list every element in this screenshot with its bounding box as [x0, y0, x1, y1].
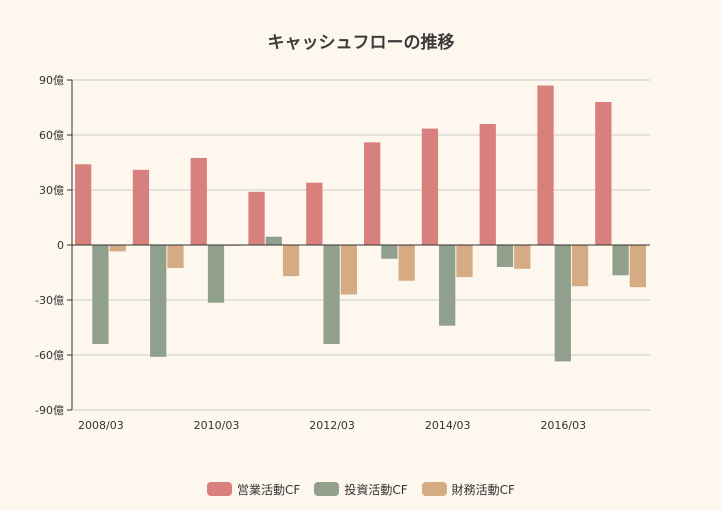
bar-financing[interactable]: 2012/03 財務活動CF: -27 [340, 245, 357, 295]
legend-item-financing[interactable]: 財務活動CF [421, 479, 515, 499]
chart-legend: 営業活動CF 投資活動CF 財務活動CF [0, 479, 722, 499]
bar-financing[interactable]: 2017/03 財務活動CF: -23 [629, 245, 646, 288]
bar-investing[interactable]: 2016/03 投資活動CF: -63.5 [554, 245, 571, 362]
bar-financing[interactable]: 2011/03 財務活動CF: -17 [282, 245, 300, 277]
y-tick-label: 0 [57, 239, 64, 252]
y-tick-label: 60億 [39, 129, 64, 142]
bar-financing[interactable]: 2015/03 財務活動CF: -13 [514, 245, 531, 269]
bar-operating[interactable]: 2012/03 営業活動CF: 34 [306, 182, 323, 245]
bar-investing[interactable]: 2012/03 投資活動CF: -54 [323, 245, 340, 344]
x-tick-label: 2010/03 [194, 419, 240, 432]
x-tick-label: 2008/03 [78, 419, 124, 432]
bar-operating[interactable]: 2011/03 営業活動CF: 29 [248, 191, 265, 245]
legend-item-investing[interactable]: 投資活動CF [314, 479, 408, 499]
bar-investing[interactable]: 2015/03 投資活動CF: -12 [496, 245, 514, 267]
bar-investing[interactable]: 2008/03 投資活動CF: -54 [92, 245, 109, 344]
chart-title: キャッシュフローの推移 [267, 33, 455, 53]
bar-investing[interactable]: 2014/03 投資活動CF: -44 [439, 245, 456, 326]
legend-item-operating[interactable]: 営業活動CF [207, 479, 300, 499]
bar-investing[interactable]: 2010/03 投資活動CF: -31.5 [207, 245, 225, 303]
bar-operating[interactable]: 2016/03 営業活動CF: 87 [537, 85, 554, 246]
bar-financing[interactable]: 2009/03 財務活動CF: -12.5 [167, 245, 184, 268]
legend-swatch-operating [207, 482, 233, 496]
bar-operating[interactable]: 2008/03 営業活動CF: 44 [75, 164, 92, 245]
x-tick-label: 2014/03 [425, 419, 471, 432]
x-tick-label: 2016/03 [540, 419, 586, 432]
bar-operating[interactable]: 2013/03 営業活動CF: 56 [364, 142, 381, 245]
y-tick-label: -90億 [35, 404, 64, 417]
bar-operating[interactable]: 2014/03 営業活動CF: 63.5 [421, 128, 439, 245]
bar-financing[interactable]: 2016/03 財務活動CF: -22.5 [571, 245, 589, 287]
y-tick-label: 30億 [39, 184, 64, 197]
y-tick-label: -60億 [35, 349, 64, 362]
legend-label-financing: 財務活動CF [451, 482, 515, 497]
bar-financing[interactable]: 2013/03 財務活動CF: -19.5 [398, 245, 415, 281]
legend-swatch-financing [421, 482, 447, 496]
bar-operating[interactable]: 2010/03 営業活動CF: 47.5 [190, 157, 207, 245]
bars-layer: 2008/03 営業活動CF: 44 2009/03 営業活動CF: 41 2010… [75, 85, 646, 362]
legend-label-investing: 投資活動CF [344, 482, 408, 497]
bar-financing[interactable]: 2014/03 財務活動CF: -17.5 [456, 245, 473, 278]
bar-operating[interactable]: 2015/03 営業活動CF: 66 [479, 124, 496, 245]
bar-operating[interactable]: 2017/03 営業活動CF: 78 [595, 102, 612, 245]
x-tick-label: 2012/03 [309, 419, 355, 432]
bar-investing[interactable]: 2011/03 投資活動CF: 4.5 [265, 236, 282, 245]
bar-investing[interactable]: 2009/03 投資活動CF: -61 [150, 245, 167, 357]
bar-operating[interactable]: 2009/03 営業活動CF: 41 [132, 169, 150, 245]
legend-swatch-investing [314, 482, 340, 496]
legend-label-operating: 営業活動CF [237, 482, 301, 497]
y-tick-label: 90億 [39, 74, 64, 87]
axis-layer: 90億 60億 30億 0 -30億 -60億 -90億 2008/03 2010/03 2012… [35, 74, 650, 432]
y-tick-label: -30億 [35, 294, 64, 307]
bar-financing[interactable]: 2008/03 財務活動CF: -3.5 [109, 245, 126, 252]
bar-investing[interactable]: 2013/03 投資活動CF: -7.5 [381, 245, 398, 259]
bar-investing[interactable]: 2017/03 投資活動CF: -16.5 [612, 245, 629, 276]
